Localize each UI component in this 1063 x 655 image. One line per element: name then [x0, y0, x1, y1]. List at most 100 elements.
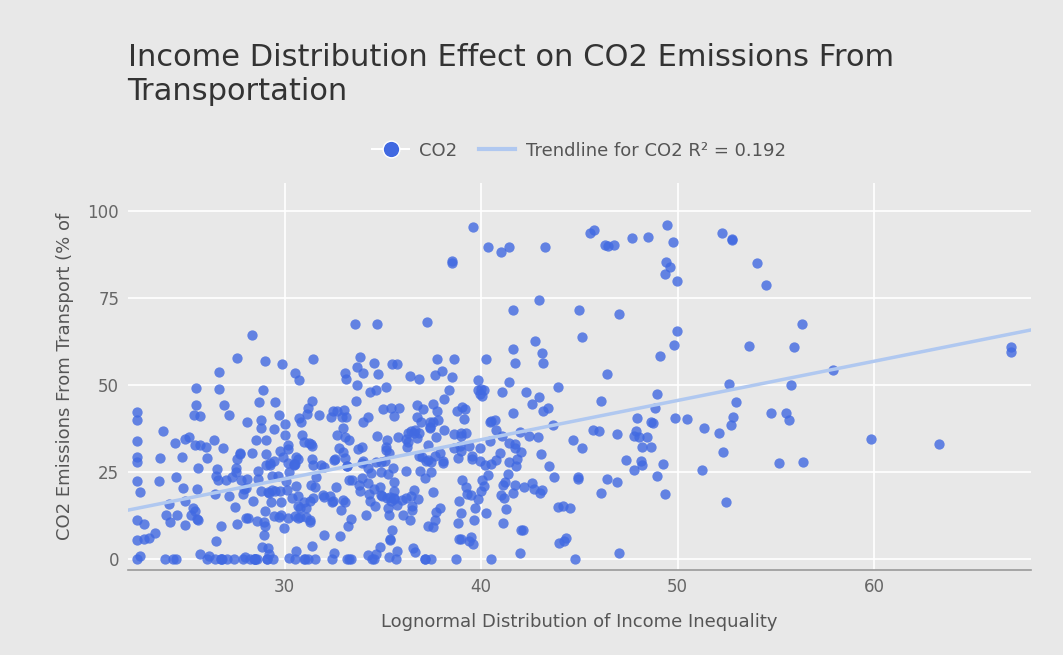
Point — [408, 411, 425, 422]
Point — [639, 432, 656, 443]
Point — [443, 258, 460, 269]
Point — [648, 470, 665, 481]
Point — [634, 442, 651, 453]
Point — [249, 516, 266, 527]
Point — [188, 484, 205, 495]
Point — [462, 490, 479, 500]
Point — [165, 554, 182, 565]
Point — [728, 396, 745, 407]
Point — [467, 502, 484, 513]
Point — [338, 411, 355, 422]
Point — [324, 496, 341, 507]
Point — [266, 511, 283, 521]
Point — [221, 409, 238, 420]
Point — [646, 403, 663, 413]
Point — [352, 486, 369, 496]
Point — [296, 437, 313, 447]
Point — [243, 329, 260, 340]
Point — [469, 375, 486, 385]
Point — [434, 366, 451, 377]
Point — [608, 428, 625, 439]
Point — [340, 475, 357, 485]
Point — [419, 440, 436, 450]
Point — [271, 486, 288, 496]
Point — [389, 499, 406, 510]
Point — [369, 319, 386, 329]
Point — [226, 554, 243, 565]
Point — [540, 460, 557, 471]
Point — [212, 553, 229, 564]
Point — [191, 440, 208, 451]
Point — [507, 358, 524, 369]
Point — [665, 339, 682, 350]
Point — [220, 491, 237, 501]
Point — [480, 241, 497, 252]
Point — [378, 441, 395, 452]
Point — [678, 413, 695, 424]
Point — [238, 512, 255, 523]
Point — [174, 483, 191, 493]
Point — [505, 305, 522, 316]
Point — [355, 455, 372, 466]
Point — [368, 457, 385, 468]
Point — [257, 449, 274, 459]
Point — [188, 383, 205, 394]
Point — [786, 341, 803, 352]
Point — [336, 453, 353, 463]
Point — [695, 422, 712, 433]
Point — [714, 446, 731, 457]
Point — [187, 506, 204, 516]
Point — [632, 456, 649, 466]
Point — [332, 505, 349, 515]
Point — [167, 472, 184, 482]
Point — [465, 538, 482, 549]
Point — [253, 486, 270, 496]
Point — [529, 432, 546, 443]
Point — [186, 440, 203, 451]
Point — [474, 475, 491, 485]
Point — [648, 388, 665, 399]
Point — [494, 480, 511, 491]
Point — [350, 480, 367, 491]
Point — [304, 454, 321, 464]
Point — [530, 295, 547, 305]
Point — [556, 536, 573, 546]
Point — [406, 425, 423, 436]
Point — [506, 439, 523, 449]
Point — [540, 402, 557, 413]
Point — [645, 418, 662, 428]
Point — [350, 444, 367, 455]
Point — [463, 453, 480, 464]
Point — [445, 429, 462, 440]
Point — [505, 408, 522, 419]
Point — [341, 434, 358, 445]
Point — [394, 510, 411, 520]
Point — [424, 417, 441, 427]
X-axis label: Lognormal Distribution of Income Inequality: Lognormal Distribution of Income Inequal… — [381, 613, 778, 631]
Point — [302, 496, 319, 506]
Point — [418, 455, 435, 466]
Point — [656, 269, 673, 280]
Point — [451, 441, 468, 451]
Point — [608, 477, 625, 487]
Point — [257, 355, 274, 365]
Point — [379, 503, 396, 514]
Point — [382, 533, 399, 544]
Point — [473, 390, 490, 401]
Point — [338, 460, 355, 471]
Point — [794, 318, 811, 329]
Point — [216, 400, 233, 411]
Point — [240, 512, 257, 523]
Point — [723, 234, 740, 244]
Point — [279, 485, 296, 495]
Point — [267, 397, 284, 407]
Point — [366, 358, 383, 368]
Point — [286, 459, 303, 470]
Point — [667, 413, 684, 423]
Point — [825, 365, 842, 375]
Point — [652, 350, 669, 361]
Point — [455, 413, 472, 424]
Point — [388, 545, 405, 555]
Point — [693, 465, 710, 476]
Point — [471, 455, 488, 466]
